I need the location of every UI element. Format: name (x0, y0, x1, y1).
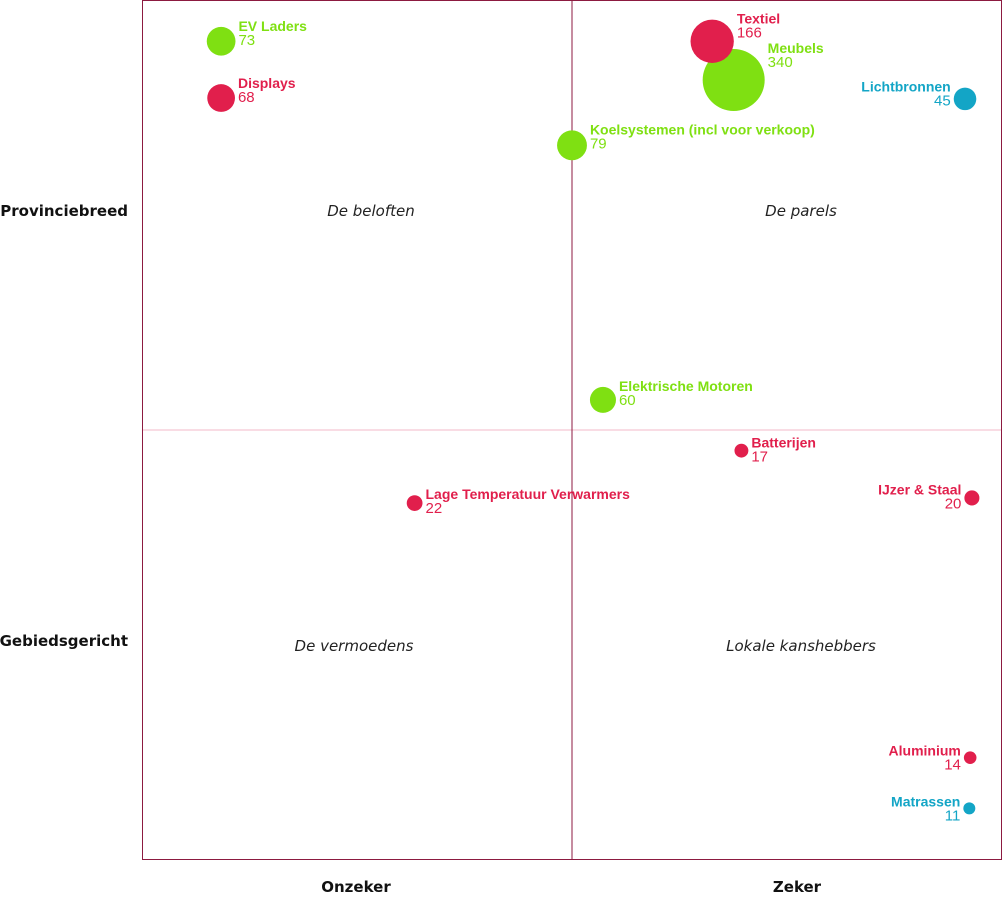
bubble-value-ijzer-staal: 20 (945, 495, 962, 512)
quadrant-label-de-beloften: De beloften (327, 202, 415, 220)
bubble-batterijen[interactable] (734, 443, 749, 458)
bubble-value-elektrische-motoren: 60 (619, 392, 636, 409)
bubble-label-koelsystemen-incl-voor-verkoop: Koelsystemen (incl voor verkoop) (590, 121, 815, 137)
bubble-ev-laders[interactable] (206, 26, 236, 56)
bubble-aluminium[interactable] (963, 751, 977, 764)
bubble-value-koelsystemen-incl-voor-verkoop: 79 (590, 135, 607, 152)
quadrant-label-de-vermoedens: De vermoedens (295, 637, 414, 655)
quadrant-label-lokale-kanshebbers: Lokale kanshebbers (726, 637, 876, 655)
bubble-label-ev-laders: EV Laders (238, 18, 307, 34)
bubble-label-lichtbronnen: Lichtbronnen (861, 79, 950, 95)
plot-frame (142, 0, 1002, 860)
bubble-meubels[interactable] (702, 48, 765, 111)
y-label-gebiedsgericht: Gebiedsgericht (0, 632, 128, 650)
bubble-label-meubels: Meubels (768, 40, 824, 56)
bubble-value-displays: 68 (238, 89, 255, 106)
bubble-label-batterijen: Batterijen (751, 435, 816, 451)
point-koelsystemen-incl-voor-verkoop: Koelsystemen (incl voor verkoop)79 (557, 121, 815, 161)
bubble-value-meubels: 340 (768, 54, 793, 71)
bubble-value-lage-temperatuur-verwarmers: 22 (426, 500, 443, 517)
bubble-value-batterijen: 17 (751, 449, 768, 466)
bubble-koelsystemen-incl-voor-verkoop[interactable] (557, 130, 587, 161)
bubble-elektrische-motoren[interactable] (589, 386, 616, 413)
bubble-label-matrassen: Matrassen (891, 793, 960, 809)
bubble-ijzer-staal[interactable] (964, 490, 980, 506)
bubble-label-ijzer-staal: IJzer & Staal (878, 481, 961, 497)
bubble-value-aluminium: 14 (944, 756, 961, 773)
bubble-value-lichtbronnen: 45 (934, 93, 951, 110)
x-label-onzeker: Onzeker (321, 878, 391, 896)
bubble-label-textiel: Textiel (737, 11, 780, 27)
bubble-matrassen[interactable] (963, 802, 976, 815)
y-label-provinciebreed: Provinciebreed (0, 202, 128, 220)
quadrant-label-de-parels: De parels (765, 202, 837, 220)
bubble-label-aluminium: Aluminium (889, 742, 961, 758)
bubble-value-ev-laders: 73 (238, 32, 255, 49)
bubble-label-displays: Displays (238, 75, 296, 91)
bubble-value-matrassen: 11 (945, 807, 961, 824)
bubble-label-elektrische-motoren: Elektrische Motoren (619, 378, 753, 394)
bubble-displays[interactable] (207, 84, 235, 112)
bubble-textiel[interactable] (690, 19, 734, 63)
x-label-zeker: Zeker (773, 878, 822, 896)
bubble-label-lage-temperatuur-verwarmers: Lage Temperatuur Verwarmers (426, 486, 631, 502)
bubble-lage-temperatuur-verwarmers[interactable] (406, 495, 423, 511)
bubble-value-textiel: 166 (737, 25, 762, 42)
bubble-lichtbronnen[interactable] (953, 87, 977, 111)
